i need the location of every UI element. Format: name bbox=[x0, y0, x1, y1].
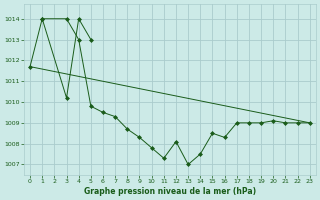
X-axis label: Graphe pression niveau de la mer (hPa): Graphe pression niveau de la mer (hPa) bbox=[84, 187, 256, 196]
